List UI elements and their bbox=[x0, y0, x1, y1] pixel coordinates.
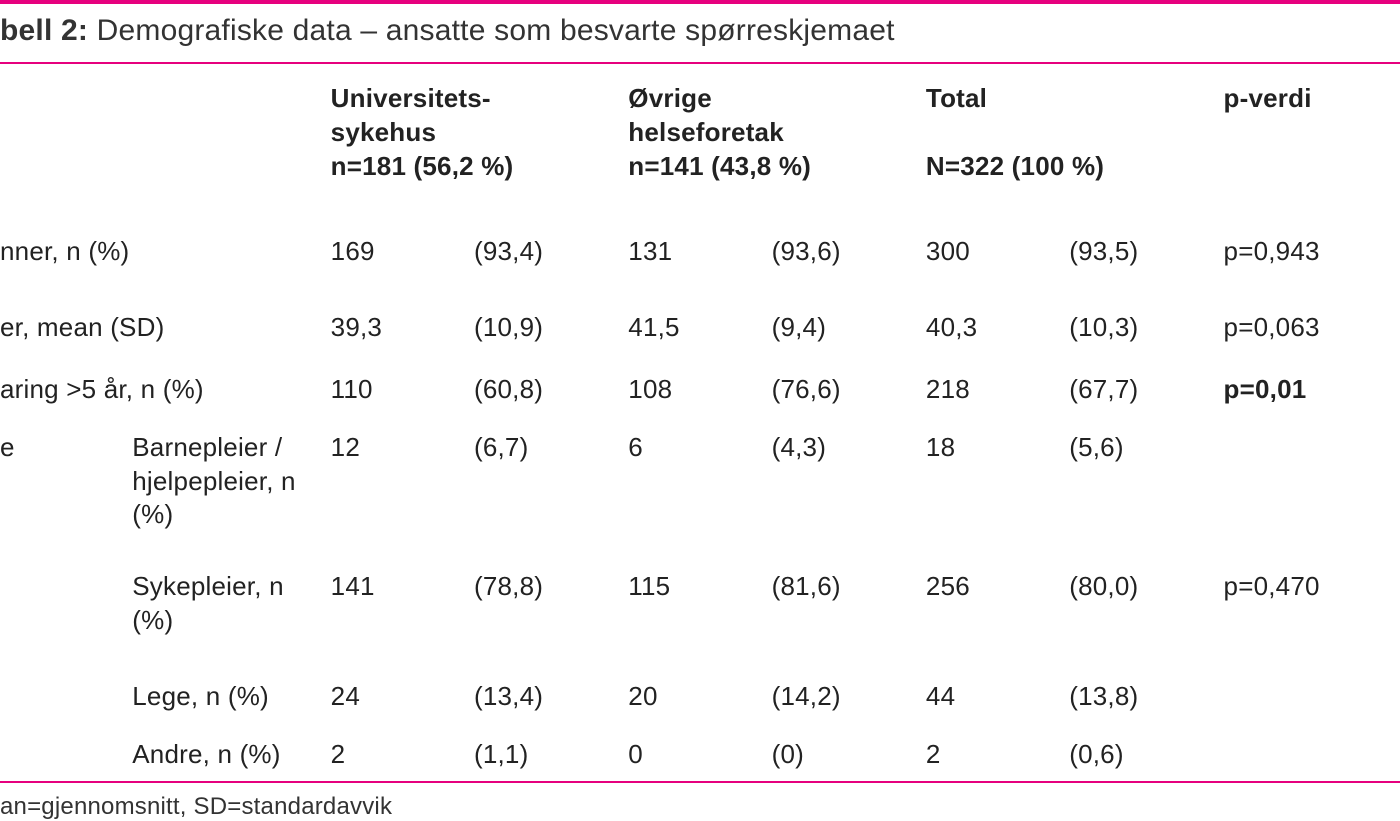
cell-pval: p=0,470 bbox=[1224, 542, 1400, 652]
cell: 2 bbox=[331, 728, 474, 782]
table-container: bell 2: Demografiske data – ansatte som … bbox=[0, 0, 1400, 821]
cell: 0 bbox=[628, 728, 771, 782]
cell: (76,6) bbox=[772, 359, 926, 421]
cell: 110 bbox=[331, 359, 474, 421]
cell: (4,3) bbox=[772, 421, 926, 542]
cell: 20 bbox=[628, 652, 771, 728]
col-total: Total N=322 (100 %) bbox=[926, 64, 1224, 207]
cell: (6,7) bbox=[474, 421, 628, 542]
sub-label: Barnepleier / hjelpepleier, n (%) bbox=[132, 421, 330, 542]
cell: 300 bbox=[926, 207, 1069, 283]
cell: (9,4) bbox=[772, 283, 926, 359]
col-ovrige-helseforetak: Øvrige helseforetak n=141 (43,8 %) bbox=[628, 64, 926, 207]
row-alder: er, mean (SD) 39,3 (10,9) 41,5 (9,4) 40,… bbox=[0, 283, 1400, 359]
cell-pval: p=0,063 bbox=[1224, 283, 1400, 359]
caption-text: Demografiske data – ansatte som besvarte… bbox=[97, 14, 895, 47]
cell: 24 bbox=[331, 652, 474, 728]
cell: 169 bbox=[331, 207, 474, 283]
cell: 108 bbox=[628, 359, 771, 421]
cell-pval bbox=[1224, 728, 1400, 782]
sub-label: Andre, n (%) bbox=[132, 728, 330, 782]
sub-label: Sykepleier, n (%) bbox=[132, 542, 330, 652]
cell: (81,6) bbox=[772, 542, 926, 652]
cell: (10,3) bbox=[1069, 283, 1223, 359]
cell: 44 bbox=[926, 652, 1069, 728]
footnote: an=gjennomsnitt, SD=standardavvik bbox=[0, 783, 1400, 821]
caption-label: bell 2: bbox=[0, 14, 88, 47]
row-erfaring: aring >5 år, n (%) 110 (60,8) 108 (76,6)… bbox=[0, 359, 1400, 421]
cell: (80,0) bbox=[1069, 542, 1223, 652]
cell: (0) bbox=[772, 728, 926, 782]
row-yrke-sykepleier: Sykepleier, n (%) 141 (78,8) 115 (81,6) … bbox=[0, 542, 1400, 652]
cell: (13,8) bbox=[1069, 652, 1223, 728]
cell-pval: p=0,01 bbox=[1224, 359, 1400, 421]
row-label: aring >5 år, n (%) bbox=[0, 359, 331, 421]
cell-pval: p=0,943 bbox=[1224, 207, 1400, 283]
cell: (60,8) bbox=[474, 359, 628, 421]
cell: (5,6) bbox=[1069, 421, 1223, 542]
col-universitetssykehus: Universitets- sykehus n=181 (56,2 %) bbox=[331, 64, 629, 207]
header-row: Universitets- sykehus n=181 (56,2 %) Øvr… bbox=[0, 64, 1400, 207]
cell: (0,6) bbox=[1069, 728, 1223, 782]
cell: (14,2) bbox=[772, 652, 926, 728]
cell: (93,5) bbox=[1069, 207, 1223, 283]
cell: 131 bbox=[628, 207, 771, 283]
row-yrke-andre: Andre, n (%) 2 (1,1) 0 (0) 2 (0,6) bbox=[0, 728, 1400, 782]
cell: (13,4) bbox=[474, 652, 628, 728]
demographics-table: Universitets- sykehus n=181 (56,2 %) Øvr… bbox=[0, 64, 1400, 781]
row-yrke-barnepleier: e Barnepleier / hjelpepleier, n (%) 12 (… bbox=[0, 421, 1400, 542]
table-caption: bell 2: Demografiske data – ansatte som … bbox=[0, 4, 1400, 62]
row-yrke-lege: Lege, n (%) 24 (13,4) 20 (14,2) 44 (13,8… bbox=[0, 652, 1400, 728]
cell-pval bbox=[1224, 421, 1400, 542]
cell: 18 bbox=[926, 421, 1069, 542]
group-label: e bbox=[0, 421, 132, 542]
cell: 39,3 bbox=[331, 283, 474, 359]
cell: (10,9) bbox=[474, 283, 628, 359]
cell: 41,5 bbox=[628, 283, 771, 359]
cell: 115 bbox=[628, 542, 771, 652]
cell: 6 bbox=[628, 421, 771, 542]
row-kvinner: nner, n (%) 169 (93,4) 131 (93,6) 300 (9… bbox=[0, 207, 1400, 283]
cell: (93,6) bbox=[772, 207, 926, 283]
row-label: nner, n (%) bbox=[0, 207, 331, 283]
row-label: er, mean (SD) bbox=[0, 283, 331, 359]
cell: (1,1) bbox=[474, 728, 628, 782]
cell-pval bbox=[1224, 652, 1400, 728]
cell: (93,4) bbox=[474, 207, 628, 283]
cell: 12 bbox=[331, 421, 474, 542]
cell: 218 bbox=[926, 359, 1069, 421]
col-pverdi: p-verdi bbox=[1224, 64, 1400, 207]
cell: 141 bbox=[331, 542, 474, 652]
cell: (67,7) bbox=[1069, 359, 1223, 421]
cell: 256 bbox=[926, 542, 1069, 652]
cell: 40,3 bbox=[926, 283, 1069, 359]
cell: (78,8) bbox=[474, 542, 628, 652]
sub-label: Lege, n (%) bbox=[132, 652, 330, 728]
cell: 2 bbox=[926, 728, 1069, 782]
